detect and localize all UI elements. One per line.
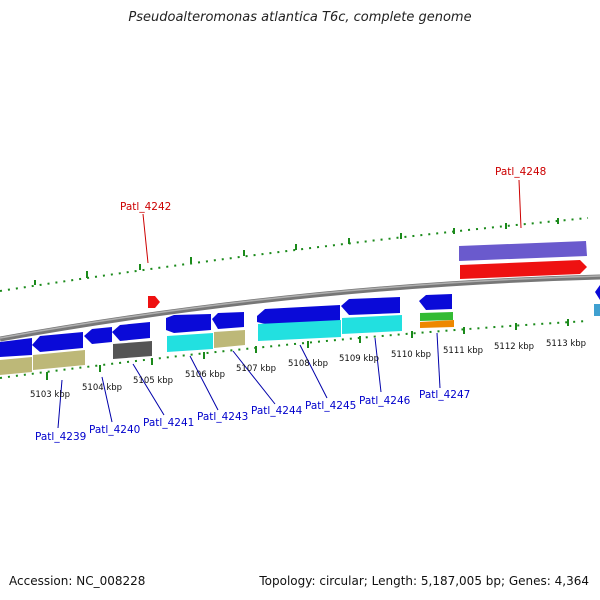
gene-label-patl-4245[interactable]: Patl_4245: [305, 400, 356, 412]
scale-label-5110: 5110 kbp: [391, 350, 431, 360]
cds-patl-4247-arrow[interactable]: [419, 294, 452, 310]
genome-backbone: [0, 274, 600, 342]
cds-patl-4240-arrow-a[interactable]: [32, 332, 83, 352]
gene-label-patl-4242[interactable]: Patl_4242: [120, 201, 171, 213]
cds-orange-bar-4247[interactable]: [420, 320, 454, 328]
gene-label-patl-4248[interactable]: Patl_4248: [495, 166, 546, 178]
gene-label-patl-4240[interactable]: Patl_4240: [89, 424, 140, 436]
scale-label-5108: 5108 kbp: [288, 359, 328, 369]
cds-green-bar-4247[interactable]: [420, 312, 453, 321]
gene-patl-4248-red-arrow[interactable]: [460, 260, 587, 279]
scale-label-5107: 5107 kbp: [236, 364, 276, 374]
scale-label-5106: 5106 kbp: [185, 370, 225, 380]
inner-major-ticks: [46, 319, 569, 380]
cds-patl-4245-arrow[interactable]: [341, 297, 400, 315]
gene-label-patl-4241[interactable]: Patl_4241: [143, 417, 194, 429]
cds-arrow-right-edge[interactable]: [595, 285, 600, 300]
cds-patl-4244-arrow[interactable]: [257, 305, 340, 324]
accession-footer: Accession: NC_008228: [9, 574, 146, 588]
gene-label-patl-4243[interactable]: Patl_4243: [197, 411, 248, 423]
scale-label-5105: 5105 kbp: [133, 376, 173, 386]
gene-label-leaders: [57, 179, 522, 429]
cds-patl-4239-arrow[interactable]: [0, 338, 32, 357]
gene-patl-4248-purple-bar[interactable]: [459, 241, 587, 261]
cds-patl-4241-arrow[interactable]: [112, 322, 150, 341]
gene-patl-4242-arrow[interactable]: [148, 296, 160, 308]
cds-patl-4243-arrow[interactable]: [166, 314, 211, 333]
gene-label-patl-4247[interactable]: Patl_4247: [419, 389, 470, 401]
topology-footer: Topology: circular; Length: 5,187,005 bp…: [259, 574, 589, 588]
scale-label-5113: 5113 kbp: [546, 339, 586, 349]
gene-label-patl-4239[interactable]: Patl_4239: [35, 431, 86, 443]
cds-khaki-bar-4239[interactable]: [33, 350, 85, 370]
outer-major-ticks: [34, 218, 559, 285]
scale-label-5104: 5104 kbp: [82, 383, 122, 393]
scale-label-5111: 5111 kbp: [443, 346, 483, 356]
gene-label-patl-4246[interactable]: Patl_4246: [359, 395, 411, 407]
cds-khaki-bar-4243[interactable]: [214, 330, 245, 348]
cds-patl-4243-arrow-b[interactable]: [212, 312, 244, 329]
scale-label-5109: 5109 kbp: [339, 354, 379, 364]
cds-gray-bar-4241[interactable]: [113, 341, 152, 359]
scale-label-5112: 5112 kbp: [494, 342, 534, 352]
genome-backbone-highlight: [0, 275, 600, 339]
cds-khaki-bar-left[interactable]: [0, 357, 32, 375]
cds-cyan-bar-4245[interactable]: [342, 315, 402, 334]
gene-label-patl-4244[interactable]: Patl_4244: [251, 405, 303, 417]
map-title: Pseudoalteromonas atlantica T6c, complet…: [128, 10, 472, 25]
cds-cyan-bar-4244[interactable]: [258, 320, 341, 341]
cds-patl-4240-arrow-b[interactable]: [84, 327, 112, 344]
cds-cyan-bar-4243[interactable]: [167, 333, 213, 352]
cds-cyan-right-edge[interactable]: [594, 304, 600, 316]
scale-label-5103: 5103 kbp: [30, 390, 70, 400]
